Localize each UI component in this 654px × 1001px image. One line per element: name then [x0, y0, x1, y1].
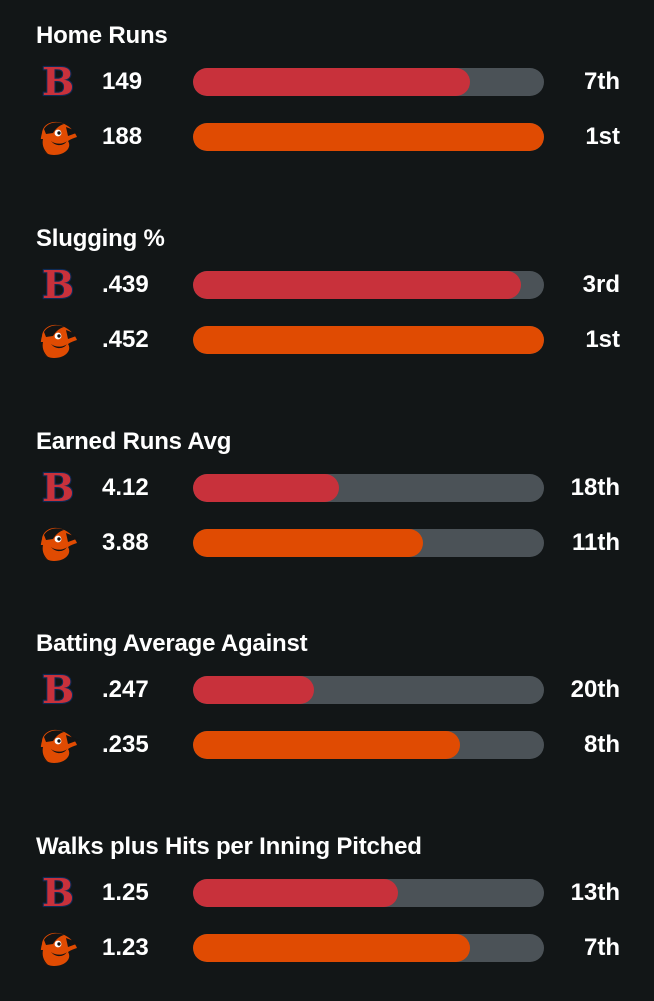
red-sox-b-logo-icon: B: [41, 468, 75, 508]
red-sox-b-logo-icon: B: [41, 670, 75, 710]
orioles-bird-logo-icon: [39, 932, 79, 966]
league-rank: 7th: [584, 934, 620, 961]
svg-text:B: B: [42, 62, 74, 102]
section-title: Earned Runs Avg: [36, 428, 232, 455]
orioles-row: .235 8th: [0, 725, 654, 765]
red-sox-row: B 1.25 13th: [0, 873, 654, 913]
stat-bar-track: [193, 271, 544, 299]
stat-bar-fill: [193, 474, 339, 502]
league-rank: 20th: [570, 676, 620, 703]
stat-section-home-runs: Home Runs B 149 7th 188 1st: [0, 0, 654, 190]
stat-value: .439: [102, 271, 149, 298]
section-title: Home Runs: [36, 22, 168, 49]
stat-value: .235: [102, 731, 149, 758]
orioles-row: 3.88 11th: [0, 523, 654, 563]
stat-bar-track: [193, 676, 544, 704]
league-rank: 1st: [585, 123, 620, 150]
stat-value: 1.25: [102, 879, 149, 906]
stat-bar-fill: [193, 529, 423, 557]
stat-bar-fill: [193, 68, 471, 96]
stat-section-whip: Walks plus Hits per Inning Pitched B 1.2…: [0, 811, 654, 1001]
stat-bar-fill: [193, 123, 544, 151]
stat-value: 4.12: [102, 474, 149, 501]
stat-bar-track: [193, 529, 544, 557]
orioles-bird-logo-icon: [39, 527, 79, 561]
red-sox-b-logo-icon: B: [41, 873, 75, 913]
stat-value: .247: [102, 676, 149, 703]
stat-bar-fill: [193, 879, 399, 907]
orioles-row: .452 1st: [0, 320, 654, 360]
stat-bar-track: [193, 731, 544, 759]
stat-bar-track: [193, 68, 544, 96]
stat-value: 3.88: [102, 529, 149, 556]
red-sox-b-logo-icon: B: [41, 265, 75, 305]
stat-value: 188: [102, 123, 143, 150]
orioles-row: 188 1st: [0, 117, 654, 157]
red-sox-row: B 149 7th: [0, 62, 654, 102]
stat-bar-fill: [193, 731, 460, 759]
red-sox-b-logo-icon: B: [41, 62, 75, 102]
svg-text:B: B: [42, 265, 74, 305]
league-rank: 1st: [585, 326, 620, 353]
section-title: Slugging %: [36, 225, 165, 252]
stat-bar-track: [193, 879, 544, 907]
stat-bar-fill: [193, 326, 544, 354]
stat-section-slugging: Slugging % B .439 3rd .452 1st: [0, 203, 654, 393]
orioles-bird-logo-icon: [39, 324, 79, 358]
stat-value: .452: [102, 326, 149, 353]
stat-section-batting-average-against: Batting Average Against B .247 20th .235…: [0, 608, 654, 798]
league-rank: 18th: [570, 474, 620, 501]
stat-value: 1.23: [102, 934, 149, 961]
stat-bar-track: [193, 123, 544, 151]
stat-bar-track: [193, 934, 544, 962]
svg-text:B: B: [42, 468, 74, 508]
stat-bar-fill: [193, 934, 471, 962]
stat-section-era: Earned Runs Avg B 4.12 18th 3.88 11th: [0, 406, 654, 596]
league-rank: 13th: [570, 879, 620, 906]
orioles-bird-logo-icon: [39, 121, 79, 155]
league-rank: 7th: [584, 68, 620, 95]
red-sox-row: B .439 3rd: [0, 265, 654, 305]
stat-bar-track: [193, 474, 544, 502]
red-sox-row: B 4.12 18th: [0, 468, 654, 508]
league-rank: 3rd: [582, 271, 620, 298]
league-rank: 8th: [584, 731, 620, 758]
svg-text:B: B: [42, 873, 74, 913]
section-title: Walks plus Hits per Inning Pitched: [36, 833, 422, 860]
red-sox-row: B .247 20th: [0, 670, 654, 710]
svg-text:B: B: [42, 670, 74, 710]
orioles-row: 1.23 7th: [0, 928, 654, 968]
league-rank: 11th: [571, 529, 620, 556]
stat-bar-fill: [193, 271, 522, 299]
section-title: Batting Average Against: [36, 630, 308, 657]
orioles-bird-logo-icon: [39, 729, 79, 763]
stat-bar-track: [193, 326, 544, 354]
stat-value: 149: [102, 68, 143, 95]
stat-bar-fill: [193, 676, 315, 704]
